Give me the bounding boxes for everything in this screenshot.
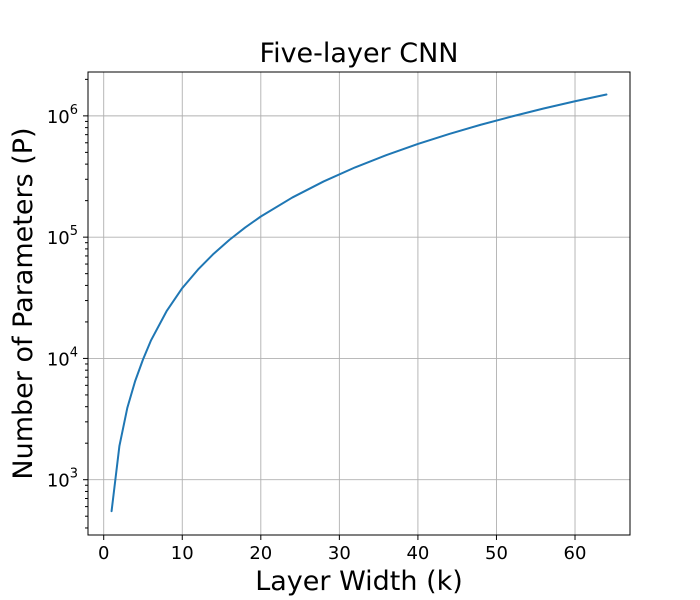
x-tick-label: 60 bbox=[564, 543, 587, 564]
y-tick-label: 104 bbox=[47, 345, 78, 370]
axes-frame bbox=[87, 71, 631, 536]
y-tick-label: 105 bbox=[47, 224, 78, 249]
x-tick-label: 50 bbox=[485, 543, 508, 564]
x-tick-label: 0 bbox=[98, 543, 109, 564]
x-tick-label: 40 bbox=[406, 543, 429, 564]
chart-title: Five-layer CNN bbox=[260, 38, 459, 69]
x-tick-label: 10 bbox=[171, 543, 194, 564]
x-axis-label: Layer Width (k) bbox=[255, 566, 463, 597]
y-tick-label: 106 bbox=[47, 103, 78, 128]
y-axis-label: Number of Parameters (P) bbox=[8, 127, 39, 479]
y-tick-label: 103 bbox=[47, 467, 78, 492]
x-tick-label: 30 bbox=[328, 543, 351, 564]
grid bbox=[88, 72, 630, 535]
series-line bbox=[110, 93, 608, 513]
plot-series bbox=[110, 93, 608, 513]
x-tick-label: 20 bbox=[249, 543, 272, 564]
axis-ticks: 0 10 20 30 40 50 60 103 104 105 106 bbox=[47, 78, 587, 564]
